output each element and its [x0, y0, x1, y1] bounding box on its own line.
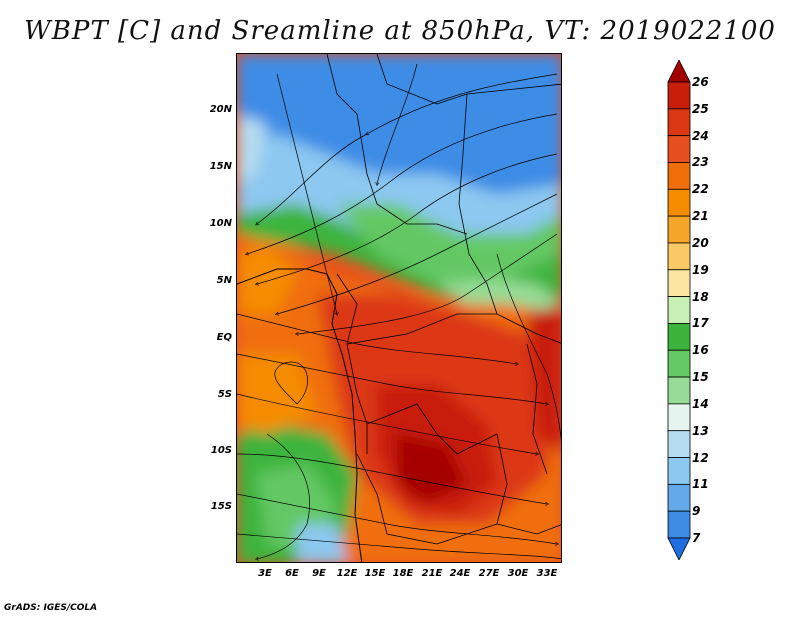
lon-label: 24E [449, 568, 471, 579]
colorbar-segment [667, 483, 691, 512]
lat-label: 10S [210, 445, 232, 456]
colorbar-segment [667, 323, 691, 351]
colorbar-top-arrow [667, 60, 691, 83]
wbpt-field [237, 54, 561, 562]
lon-label: 21E [421, 568, 443, 579]
colorbar-segment [667, 269, 691, 297]
country-borders [326, 54, 561, 545]
lon-label: 18E [392, 568, 414, 579]
colorbar-label: 22 [692, 182, 709, 197]
colorbar-segment [667, 135, 691, 163]
footer-credit: GrADS: IGES/COLA [4, 603, 98, 613]
colorbar-label: 23 [692, 155, 709, 170]
colorbar-label: 25 [692, 101, 709, 116]
lon-label: 9E [312, 568, 326, 579]
colorbar [667, 60, 691, 560]
chart-title: WBPT [C] and Sreamline at 850hPa, VT: 20… [24, 16, 776, 46]
lon-label: 30E [507, 568, 529, 579]
colorbar-label: 11 [692, 477, 709, 492]
lon-label: 3E [258, 568, 272, 579]
colorbar-label: 20 [692, 235, 709, 250]
colorbar-segment [667, 108, 691, 137]
colorbar-segment [667, 430, 691, 458]
colorbar-label: 26 [692, 75, 709, 89]
colorbar-segment [667, 510, 691, 539]
colorbar-segment [667, 215, 691, 244]
colorbar-segment [667, 81, 691, 110]
lat-label: 5S [217, 389, 232, 400]
colorbar-label: 24 [692, 128, 709, 143]
colorbar-segment [667, 162, 691, 190]
lon-label: 15E [364, 568, 386, 579]
colorbar-label: 17 [692, 316, 709, 331]
colorbar-segment [667, 457, 691, 485]
colorbar-label: 19 [692, 262, 709, 277]
lon-label: 12E [336, 568, 358, 579]
map-panel [236, 53, 562, 563]
colorbar-label: 13 [692, 423, 709, 438]
colorbar-segment [667, 349, 691, 378]
colorbar-segment [667, 296, 691, 324]
colorbar-label: 15 [692, 370, 709, 385]
lon-label: 33E [536, 568, 558, 579]
colorbar-label: 9 [692, 504, 701, 519]
colorbar-label: 14 [692, 396, 709, 411]
colorbar-segment [667, 403, 691, 432]
streamlines [237, 63, 561, 559]
lat-label: 15S [210, 501, 232, 512]
colorbar-segment [667, 376, 691, 405]
colorbar-label: 18 [692, 289, 709, 304]
lon-label: 27E [478, 568, 500, 579]
lat-label: 20N [209, 104, 232, 115]
lat-label: EQ [216, 332, 232, 343]
colorbar-label: 7 [692, 531, 701, 545]
lat-label: 10N [209, 218, 232, 229]
colorbar-segment [667, 242, 691, 271]
lon-label: 6E [285, 568, 299, 579]
colorbar-label: 16 [692, 343, 709, 358]
colorbar-label: 12 [692, 450, 709, 465]
lat-label: 5N [216, 275, 232, 286]
lat-label: 15N [209, 161, 232, 172]
colorbar-segment [667, 188, 691, 217]
colorbar-label: 21 [692, 209, 709, 224]
colorbar-bottom-arrow [667, 537, 691, 560]
